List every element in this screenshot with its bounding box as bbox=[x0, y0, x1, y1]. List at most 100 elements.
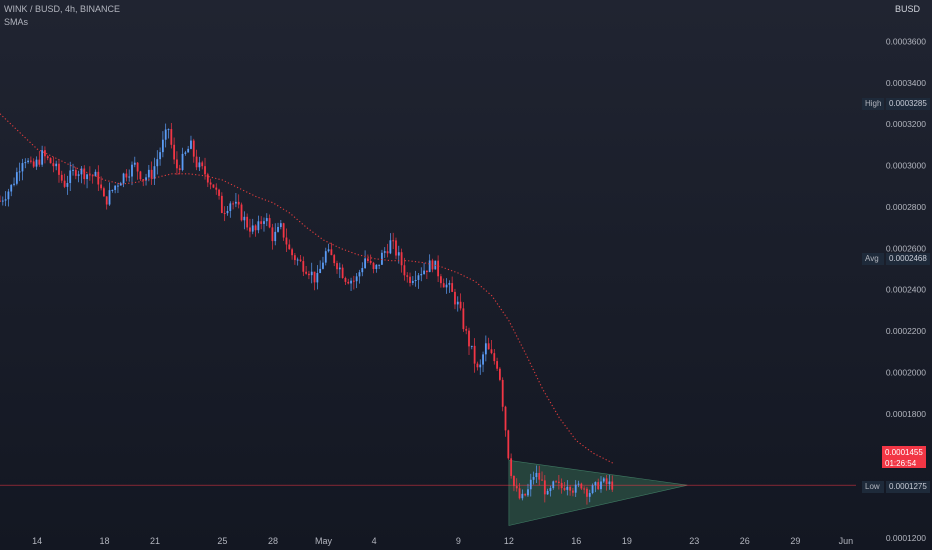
candle-body bbox=[510, 458, 513, 476]
candle-body bbox=[327, 249, 330, 252]
last-price-badge: 0.0001455 01:26:54 bbox=[882, 446, 926, 468]
candle-body bbox=[100, 184, 103, 189]
candle-body bbox=[246, 216, 249, 228]
candle-body bbox=[263, 221, 265, 224]
candle-body bbox=[18, 171, 21, 173]
candle-body bbox=[147, 169, 150, 178]
candle-body bbox=[226, 210, 229, 214]
candle-body bbox=[569, 486, 572, 491]
candle-body bbox=[271, 227, 274, 242]
candle-body bbox=[381, 252, 383, 265]
candle-body bbox=[468, 330, 470, 347]
candle-body bbox=[15, 172, 18, 184]
candle-body bbox=[88, 174, 91, 176]
candle-body bbox=[319, 268, 322, 273]
candle-body bbox=[535, 472, 538, 478]
candle-body bbox=[352, 280, 355, 282]
candle-body bbox=[24, 162, 27, 164]
x-tick-label: May bbox=[315, 536, 333, 546]
candle-body bbox=[389, 240, 392, 254]
candle-body bbox=[288, 244, 291, 250]
candle-body bbox=[392, 240, 395, 242]
candle-body bbox=[594, 482, 597, 486]
candle-body bbox=[69, 170, 72, 183]
candle-body bbox=[501, 379, 504, 407]
candle-body bbox=[291, 249, 293, 256]
y-tick-label: 0.0002800 bbox=[886, 202, 926, 212]
candle-body bbox=[459, 301, 462, 309]
low-label: Low bbox=[862, 481, 884, 493]
y-tick-label: 0.0002000 bbox=[886, 367, 926, 377]
candle-body bbox=[586, 488, 588, 497]
candle-body bbox=[184, 152, 187, 154]
x-tick-label: 19 bbox=[622, 536, 632, 546]
candle-body bbox=[456, 301, 459, 305]
chart-title: WINK / BUSD, 4h, BINANCE bbox=[4, 4, 121, 14]
candle-body bbox=[35, 159, 38, 167]
candle-body bbox=[251, 225, 254, 232]
candle-body bbox=[192, 140, 195, 157]
candle-body bbox=[91, 175, 94, 177]
candle-body bbox=[518, 488, 521, 499]
candle-body bbox=[417, 275, 420, 280]
candle-body bbox=[442, 283, 445, 288]
candle-body bbox=[521, 493, 524, 499]
candle-body bbox=[608, 481, 611, 485]
low-value: 0.0001275 bbox=[886, 481, 930, 493]
candle-body bbox=[563, 488, 566, 490]
candle-body bbox=[566, 486, 569, 490]
candle-body bbox=[108, 190, 111, 205]
candle-body bbox=[237, 201, 240, 205]
candle-body bbox=[41, 150, 44, 165]
candle-body bbox=[55, 163, 58, 167]
candle-body bbox=[235, 201, 237, 204]
candle-body bbox=[591, 485, 594, 494]
candle-body bbox=[336, 263, 338, 270]
candle-body bbox=[308, 273, 310, 276]
candle-body bbox=[218, 189, 220, 196]
candle-body bbox=[279, 223, 282, 227]
candle-body bbox=[420, 274, 423, 276]
candle-body bbox=[114, 185, 117, 190]
candle-body bbox=[552, 481, 555, 489]
candle-body bbox=[605, 478, 608, 485]
candle-body bbox=[543, 480, 546, 495]
candle-body bbox=[473, 345, 476, 364]
candle-body bbox=[484, 343, 487, 355]
x-axis: 14 18 21 25 28 May 4 9 12 16 19 23 26 29 Jun bbox=[32, 536, 853, 546]
candle-body bbox=[600, 481, 602, 490]
candle-body bbox=[170, 129, 173, 145]
candle-body bbox=[136, 162, 139, 172]
candle-body bbox=[378, 264, 381, 266]
y-tick-label: 0.0003600 bbox=[886, 36, 926, 46]
triangle-pattern-layer bbox=[508, 459, 688, 526]
candle-body bbox=[322, 262, 324, 269]
avg-value: 0.0002468 bbox=[886, 253, 930, 265]
candle-body bbox=[496, 361, 498, 369]
candle-body bbox=[476, 363, 479, 368]
candle-body bbox=[133, 162, 136, 165]
candle-body bbox=[296, 259, 299, 261]
candle-body bbox=[265, 218, 268, 222]
candle-body bbox=[437, 260, 440, 277]
candle-body bbox=[572, 490, 574, 493]
x-tick-label: 12 bbox=[504, 536, 514, 546]
sma-line bbox=[0, 113, 614, 464]
candle-body bbox=[52, 163, 55, 167]
x-tick-label: Jun bbox=[839, 536, 854, 546]
candle-body bbox=[206, 174, 209, 183]
candle-body bbox=[38, 159, 41, 165]
indicator-label[interactable]: SMAs bbox=[4, 17, 29, 27]
candle-body bbox=[161, 139, 164, 153]
candle-body bbox=[83, 168, 86, 180]
candle-body bbox=[249, 227, 251, 232]
candle-body bbox=[63, 180, 66, 187]
x-tick-label: 16 bbox=[571, 536, 581, 546]
candle-body bbox=[27, 160, 29, 163]
candle-body bbox=[260, 221, 263, 224]
candle-body bbox=[58, 163, 60, 175]
candle-body bbox=[493, 353, 496, 362]
candle-body bbox=[209, 182, 212, 185]
last-price-value: 0.0001455 bbox=[885, 448, 923, 457]
